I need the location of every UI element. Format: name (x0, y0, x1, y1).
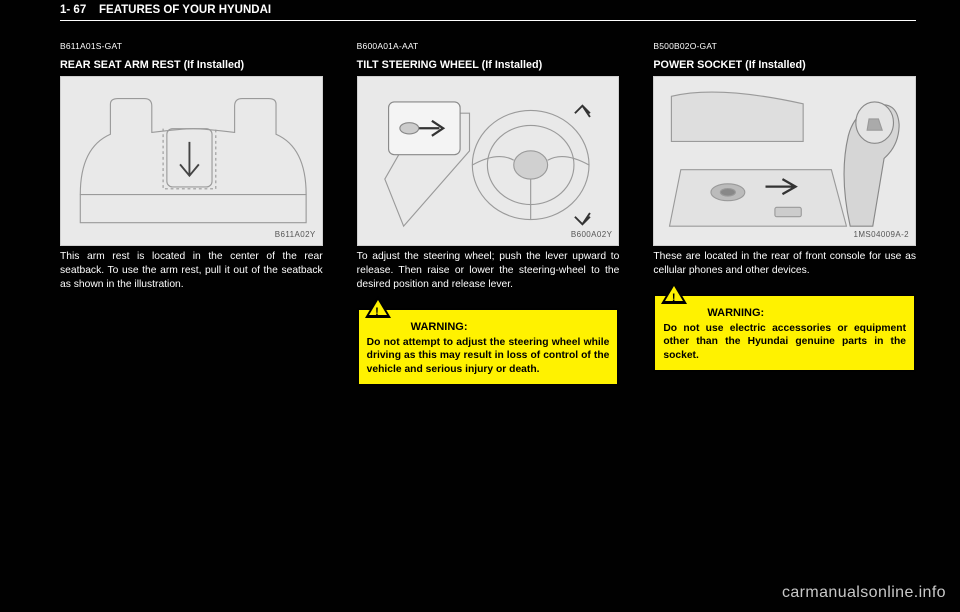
body-1: This arm rest is located in the center o… (60, 250, 323, 292)
code-2: B600A01A-AAT (357, 41, 620, 52)
warn-body-3: Do not use electric accessories or equip… (663, 322, 906, 362)
title-3: POWER SOCKET (If Installed) (653, 58, 916, 73)
illustration-seat: B611A02Y (60, 76, 323, 246)
illustration-socket: 1MS04009A-2 (653, 76, 916, 246)
warn-body-2: Do not attempt to adjust the steering wh… (367, 336, 610, 376)
warn-box-2: WARNING: Do not attempt to adjust the st… (357, 308, 620, 386)
watermark: carmanualsonline.info (782, 584, 946, 602)
section-title: FEATURES OF YOUR HYUNDAI (99, 4, 271, 16)
illustration-wheel: B600A02Y (357, 76, 620, 246)
body-2: To adjust the steering wheel; push the l… (357, 250, 620, 292)
body-3: These are located in the rear of front c… (653, 250, 916, 278)
title-1: REAR SEAT ARM REST (If Installed) (60, 58, 323, 73)
page-columns: B611A01S-GAT REAR SEAT ARM REST (If Inst… (0, 23, 960, 386)
illus-code-3: 1MS04009A-2 (853, 230, 909, 241)
warn-title-3: WARNING: (663, 306, 906, 320)
socket-svg (662, 85, 907, 236)
illus-code-1: B611A02Y (275, 230, 316, 241)
warning-2: ! WARNING: Do not attempt to adjust the … (357, 308, 620, 386)
code-1: B611A01S-GAT (60, 41, 323, 52)
warning-3: ! WARNING: Do not use electric accessori… (653, 294, 916, 372)
column-2: B600A01A-AAT TILT STEERING WHEEL (If Ins… (357, 41, 620, 386)
warn-title-2: WARNING: (367, 320, 610, 334)
warn-exclaim-3: ! (672, 291, 676, 306)
column-3: B500B02O-GAT POWER SOCKET (If Installed)… (653, 41, 916, 386)
code-3: B500B02O-GAT (653, 41, 916, 52)
warn-exclaim-2: ! (375, 305, 379, 320)
wheel-svg (366, 85, 611, 236)
header-rule (60, 20, 916, 21)
column-1: B611A01S-GAT REAR SEAT ARM REST (If Inst… (60, 41, 323, 386)
page-number: 1- 67 (60, 4, 86, 16)
seat-svg (69, 91, 314, 232)
title-2: TILT STEERING WHEEL (If Installed) (357, 58, 620, 73)
warn-box-3: WARNING: Do not use electric accessories… (653, 294, 916, 372)
illus-code-2: B600A02Y (571, 230, 612, 241)
